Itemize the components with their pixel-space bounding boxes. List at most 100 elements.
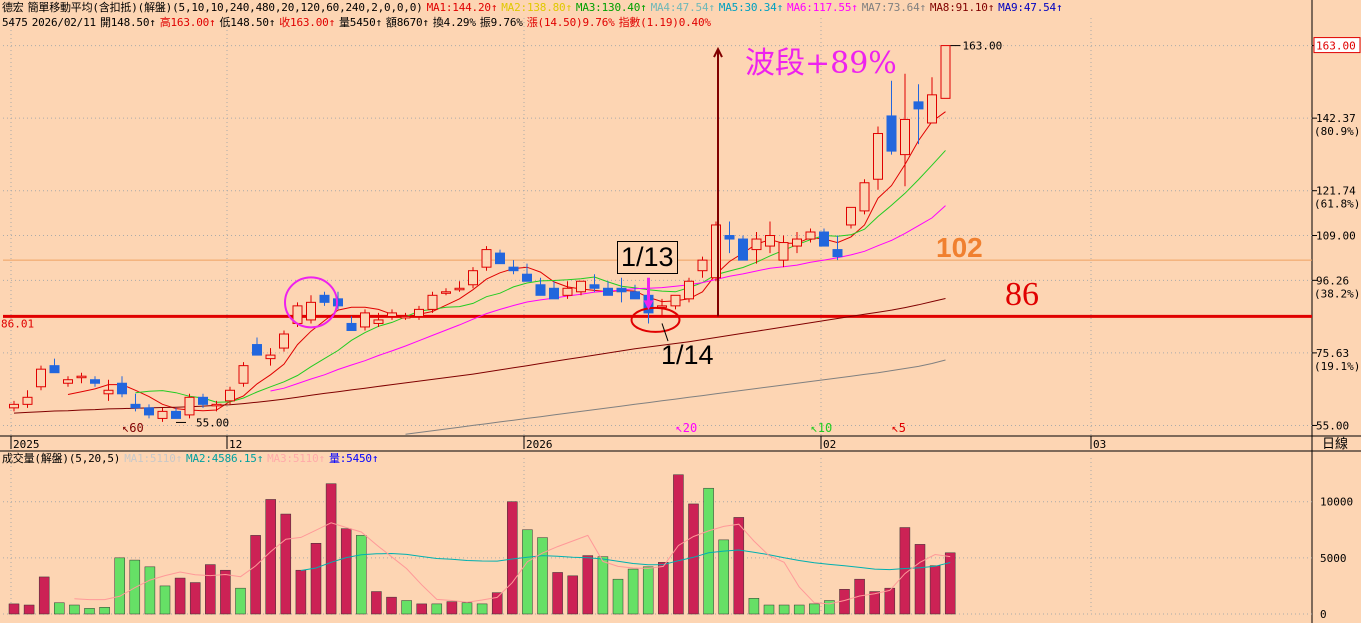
volume-bar bbox=[703, 487, 714, 615]
candle-body bbox=[157, 410, 168, 419]
volume-ma-ma2 bbox=[300, 549, 951, 571]
line2-item-10: 漲(14.50)9.76% bbox=[526, 16, 615, 29]
volume-bar bbox=[914, 544, 926, 615]
volume-bar bbox=[582, 555, 594, 615]
candle-body bbox=[589, 284, 600, 289]
line2-item-3: 高163.00↑ bbox=[159, 16, 216, 29]
candle-body bbox=[171, 410, 181, 419]
candle-body bbox=[549, 287, 559, 300]
line1-item-8: MA7:73.64↑ bbox=[861, 1, 926, 14]
candle-body bbox=[684, 280, 694, 300]
date-tick-label: 03 bbox=[1093, 438, 1106, 451]
volume-bar bbox=[54, 602, 65, 615]
candle-body bbox=[184, 396, 195, 416]
candle-body bbox=[724, 235, 735, 240]
candle-body bbox=[792, 238, 802, 247]
line1-item-5: MA4:47.54↑ bbox=[650, 1, 715, 14]
volume-bar bbox=[189, 582, 201, 615]
candle-body bbox=[22, 396, 33, 405]
volume-bar bbox=[416, 603, 427, 615]
volume-bar bbox=[371, 591, 382, 615]
candle-body bbox=[805, 231, 816, 240]
volume-bar bbox=[869, 591, 880, 615]
candle-body bbox=[819, 231, 829, 247]
date-1-13-label: 1/13 bbox=[617, 241, 678, 274]
volume-bar bbox=[340, 528, 352, 615]
candle-body bbox=[90, 379, 100, 384]
volume-bar bbox=[899, 527, 911, 615]
candle-body bbox=[211, 403, 222, 407]
volume-bar bbox=[763, 604, 775, 615]
candle-body bbox=[306, 301, 316, 321]
level-102-label: 102 bbox=[936, 232, 983, 263]
pointer-1-14-line bbox=[661, 323, 669, 342]
volume-bar bbox=[84, 608, 95, 615]
volume-bar bbox=[144, 566, 156, 615]
volume-bar bbox=[250, 535, 261, 615]
ma-line-ma2 bbox=[135, 150, 946, 403]
volume-bar bbox=[778, 604, 790, 615]
date-tick-label: 2026 bbox=[526, 438, 553, 451]
candle-body bbox=[117, 382, 127, 395]
volume-bar bbox=[552, 572, 563, 615]
line2-item-9: 振9.76% bbox=[479, 16, 523, 29]
price-tick-percent: (38.2%) bbox=[1314, 287, 1360, 300]
volume-bar bbox=[401, 600, 412, 615]
volume-bar bbox=[597, 556, 609, 615]
volume-bar bbox=[38, 576, 50, 615]
line2-item-6: 量5450↑ bbox=[339, 16, 382, 29]
ma-deduction-mark-5: ↖5 bbox=[892, 421, 906, 435]
volume-bar bbox=[476, 603, 488, 615]
pointer-arrow-head bbox=[643, 300, 654, 310]
quote-header: 5475 2026/02/11 開148.50↑ 高163.00↑ 低148.50↑ 收1… bbox=[2, 16, 715, 30]
ma-deduction-mark-60: ↖60 bbox=[122, 421, 144, 435]
candle-body bbox=[387, 312, 397, 317]
candle-body bbox=[778, 242, 789, 261]
candle-body bbox=[9, 403, 19, 409]
volume-bar bbox=[325, 483, 337, 615]
volume-bar bbox=[733, 517, 745, 615]
volume-bar bbox=[431, 603, 443, 615]
volume_line-item-1: MA1:5110↑ bbox=[124, 452, 183, 465]
date-tick-label: 2025 bbox=[13, 438, 40, 451]
price-tick-label: 121.74 bbox=[1316, 185, 1356, 198]
candle-body bbox=[225, 389, 235, 402]
candle-body bbox=[130, 403, 141, 409]
volume-bar bbox=[295, 569, 307, 615]
indicator-header: 德宏 簡單移動平均(含扣抵)(解盤)(5,10,10,240,480,20,120… bbox=[2, 1, 1066, 15]
candle-body bbox=[738, 238, 748, 261]
candle-body bbox=[832, 249, 843, 258]
volume-bar bbox=[642, 566, 654, 615]
volume-bar bbox=[356, 535, 367, 615]
volume-bar bbox=[944, 552, 956, 615]
volume-bar bbox=[748, 598, 760, 615]
price-tick-label: 109.00 bbox=[1316, 230, 1356, 243]
candle-body bbox=[859, 182, 870, 212]
candle-body bbox=[441, 291, 451, 294]
volume-bar bbox=[220, 569, 231, 615]
candle-body bbox=[765, 235, 775, 247]
period-label: 日線 bbox=[1322, 436, 1348, 452]
candle-body bbox=[846, 206, 856, 226]
line2-item-4: 低148.50↑ bbox=[219, 16, 276, 29]
line2-item-8: 換4.29% bbox=[432, 16, 476, 29]
volume-bar bbox=[461, 602, 473, 615]
date-1-14-label: 1/14 bbox=[661, 340, 714, 370]
wave-gain-label: 波段+89% bbox=[745, 46, 897, 81]
volume-bar bbox=[809, 603, 820, 615]
candle-body bbox=[319, 294, 330, 303]
candle-body bbox=[279, 333, 289, 349]
ma-deduction-mark-10: ↖10 bbox=[811, 421, 833, 435]
line1-item-0: 德宏 bbox=[2, 1, 24, 14]
volume-bar bbox=[793, 604, 805, 615]
candle-body bbox=[927, 94, 937, 124]
candle-body bbox=[252, 344, 262, 356]
volume-bar bbox=[612, 578, 624, 615]
volume-bar bbox=[491, 592, 503, 615]
last-price-label: 163.00 bbox=[1316, 40, 1356, 53]
candle-body bbox=[400, 315, 411, 319]
date-tick-label: 12 bbox=[229, 438, 242, 451]
candle-body bbox=[900, 118, 910, 156]
candle-body bbox=[238, 365, 249, 384]
candle-body bbox=[913, 101, 924, 110]
